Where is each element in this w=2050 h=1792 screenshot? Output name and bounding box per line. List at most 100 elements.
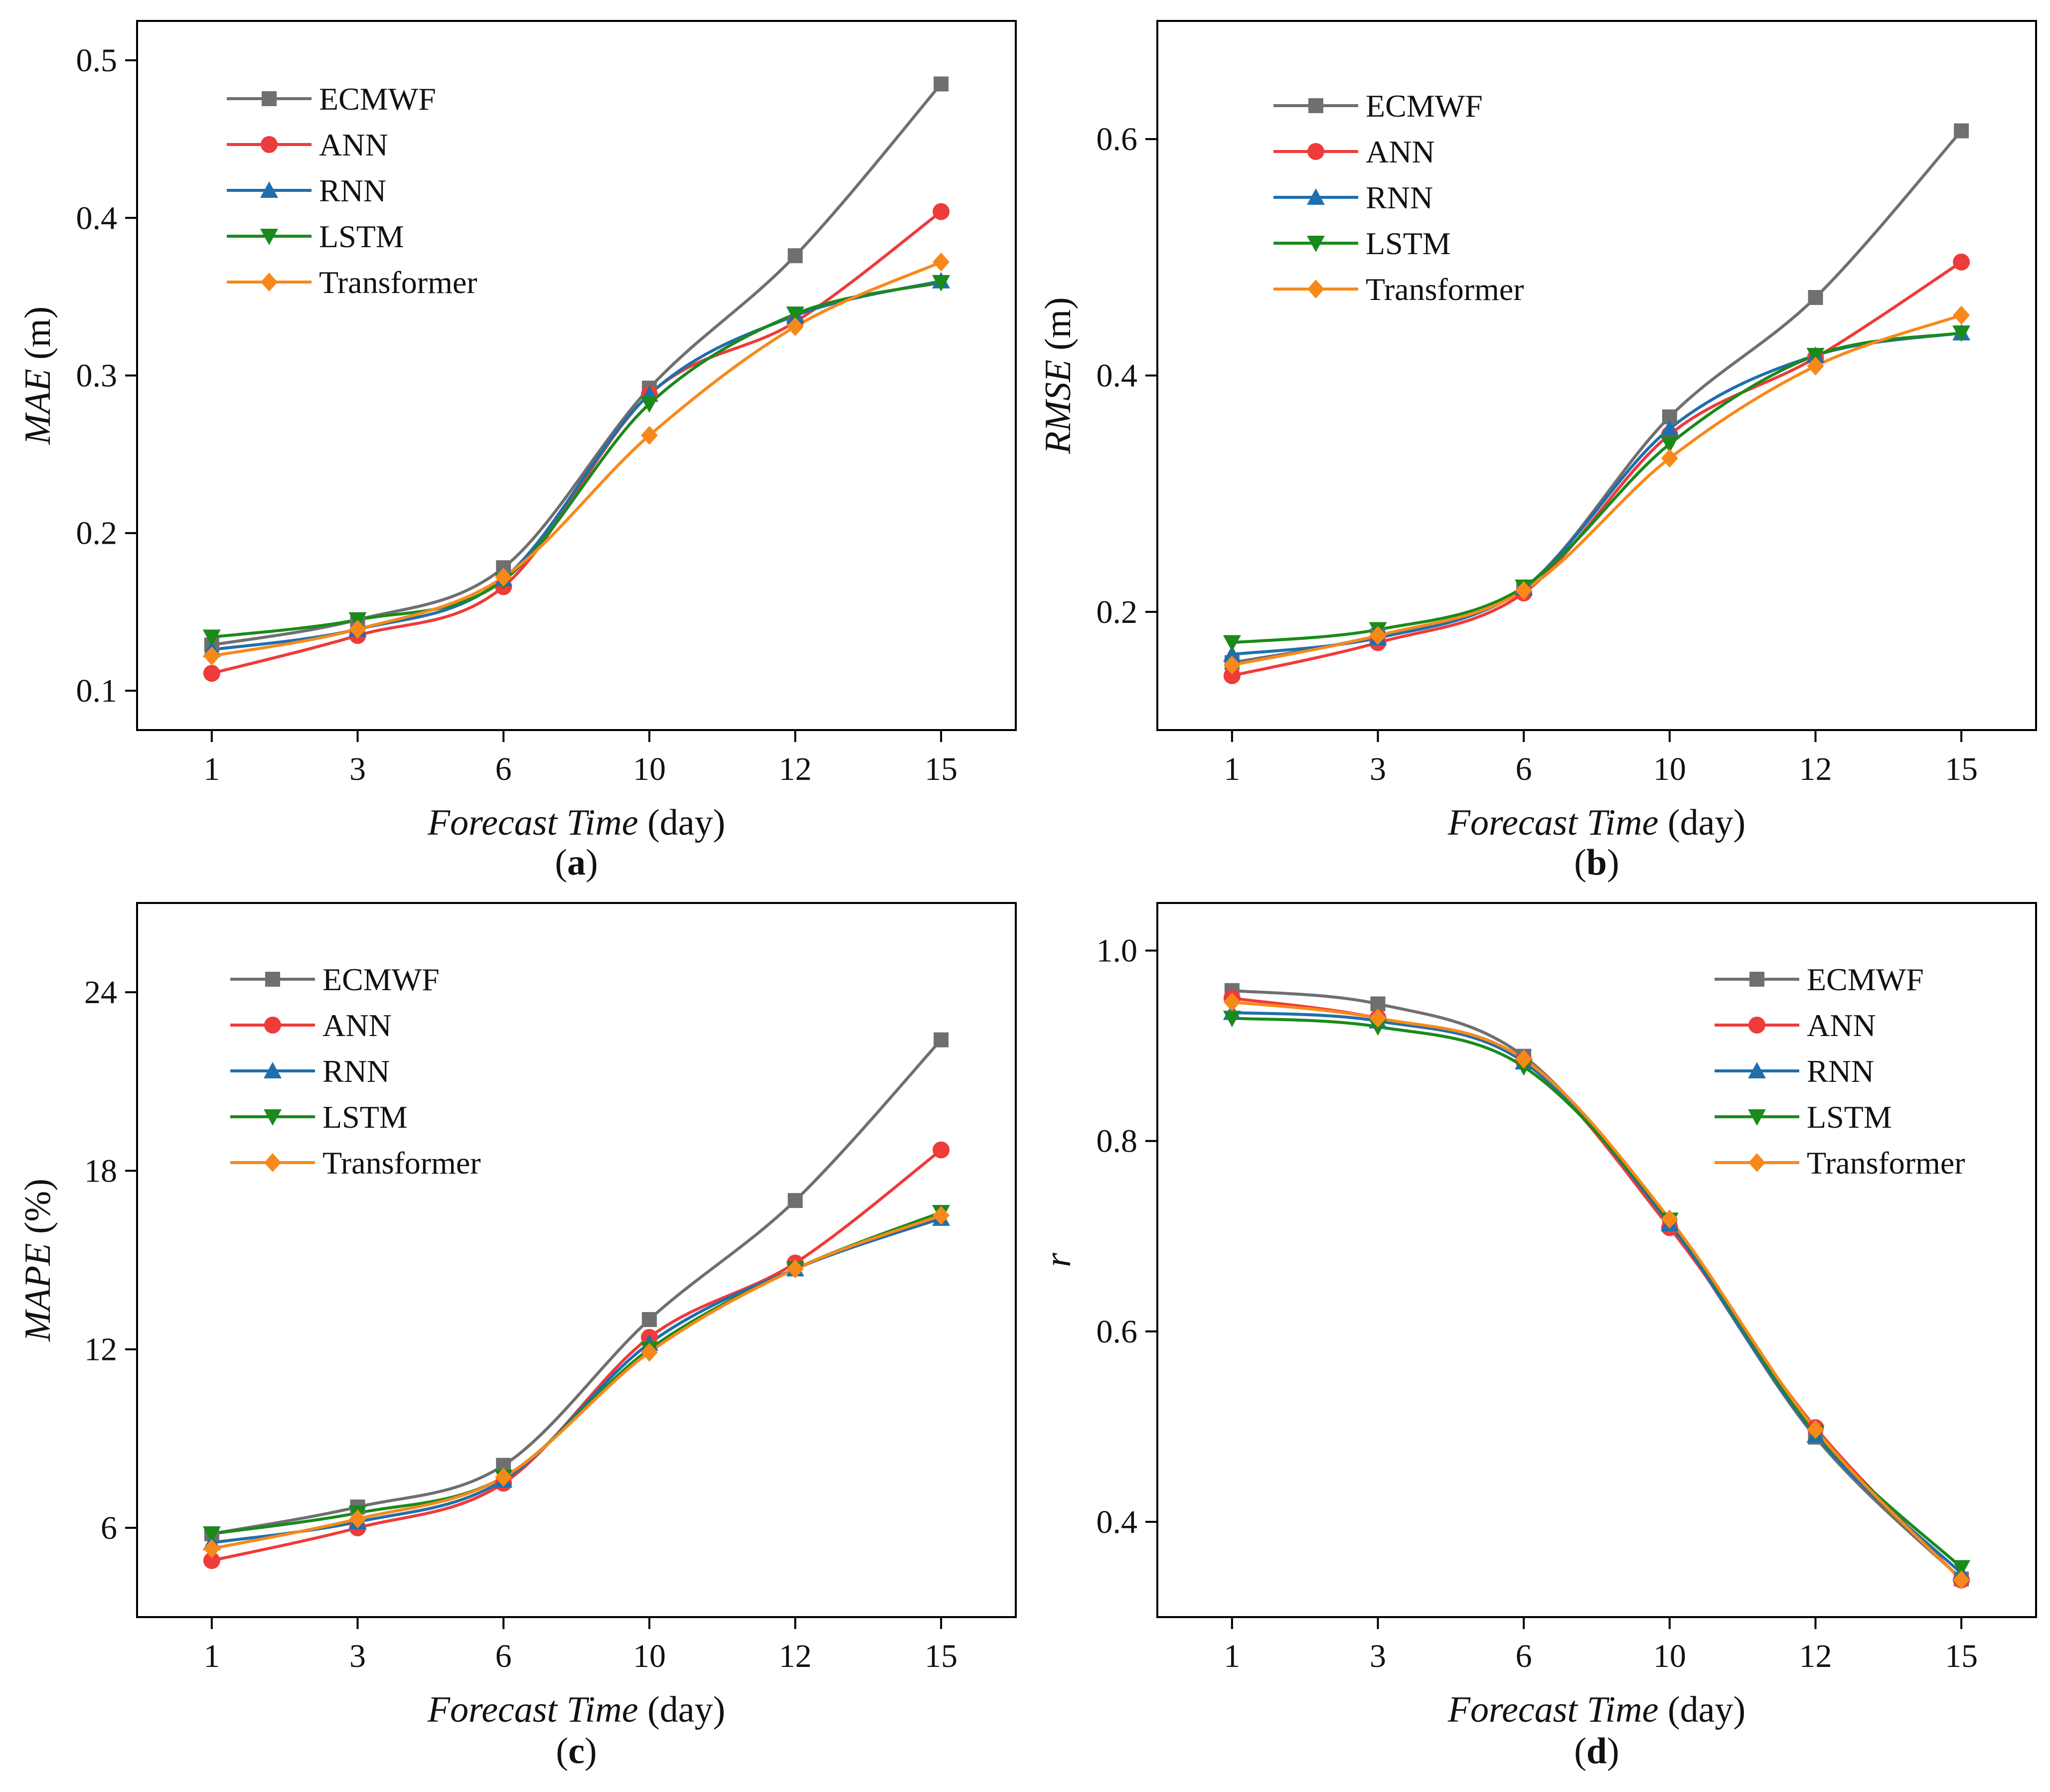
data-point-ann [933, 203, 950, 220]
legend-marker [261, 136, 278, 153]
legend-label-rnn: RNN [322, 1053, 390, 1089]
y-tick-label: 0.4 [1097, 1504, 1138, 1540]
legend-marker [1307, 143, 1324, 160]
y-tick-label: 12 [84, 1332, 117, 1368]
legend-marker [261, 273, 278, 292]
series-line-rnn [1232, 1011, 1963, 1575]
legend-marker [265, 972, 280, 987]
y-axis-title-unit: (m) [1038, 297, 1079, 359]
x-axis-title-main: Forecast Time [427, 1689, 638, 1730]
panel-label-open: ( [556, 1731, 568, 1772]
panel-label-open: ( [1574, 842, 1586, 883]
x-tick-label: 3 [349, 751, 366, 787]
legend-label-lstm: LSTM [1807, 1099, 1892, 1135]
legend: ECMWF ANN RNN LSTM Transformer [227, 81, 477, 300]
x-axis-title: Forecast Time (day) [427, 802, 725, 843]
x-axis-title: Forecast Time (day) [427, 1689, 725, 1730]
series-line-transformer [211, 1214, 942, 1550]
legend-marker [264, 1062, 282, 1078]
x-axis-title-unit: (day) [638, 1689, 726, 1730]
y-tick-label: 1.0 [1097, 933, 1138, 969]
data-point-transformer [203, 1539, 220, 1558]
y-tick-label: 24 [84, 974, 117, 1011]
data-point-ecmwf [934, 1032, 949, 1047]
data-point-transformer [1369, 626, 1387, 645]
panel-label-close: ) [1607, 842, 1619, 883]
plot-frame [136, 902, 1017, 1618]
x-axis-title-main: Forecast Time [427, 802, 638, 843]
y-tick-label: 0.4 [1097, 358, 1138, 394]
series-line-ecmwf [211, 1039, 943, 1535]
y-tick-label: 0.8 [1097, 1123, 1138, 1160]
legend-label-ecmwf: ECMWF [322, 962, 440, 997]
panel-label-letter: a [567, 842, 586, 883]
legend-label-transformer: Transformer [322, 1145, 481, 1181]
legend-label-ecmwf: ECMWF [319, 81, 436, 117]
legend-marker [264, 1153, 281, 1172]
panel-label-close: ) [1607, 1731, 1619, 1772]
data-point-transformer [1807, 356, 1824, 376]
x-tick-label: 3 [1370, 1638, 1386, 1674]
x-tick-label: 6 [1516, 1638, 1532, 1674]
y-axis-title: MAPE (%) [17, 1179, 58, 1342]
y-tick-label: 0.4 [76, 200, 118, 236]
data-point-transformer [495, 1468, 512, 1487]
legend-label-ecmwf: ECMWF [1807, 962, 1924, 997]
legend-label-transformer: Transformer [319, 265, 477, 300]
legend-marker [1308, 98, 1323, 113]
series-line-lstm [1232, 331, 1962, 644]
chart-panel-c: 1 3 6 10 12 15 6 12 18 24 Forecast Time (day) MAPE … [17, 902, 1017, 1772]
y-tick-label: 6 [101, 1510, 117, 1546]
data-point-transformer [933, 252, 950, 272]
data-point-transformer [1953, 1570, 1970, 1590]
data-point-ecmwf [641, 1312, 657, 1327]
series-line-transformer [211, 261, 942, 658]
x-axis-title-unit: (day) [1659, 1689, 1746, 1730]
data-point-lstm [202, 1526, 221, 1543]
data-point-ann [1223, 667, 1241, 684]
legend-label-lstm: LSTM [319, 219, 404, 254]
legend-label-lstm: LSTM [322, 1099, 408, 1135]
data-point-transformer [1807, 1420, 1824, 1439]
panel-label-open: ( [555, 842, 567, 883]
data-point-transformer [1223, 655, 1241, 675]
y-axis-title-unit: (m) [17, 306, 58, 369]
series-line-lstm [211, 1211, 942, 1535]
y-axis-title-main: RMSE [1038, 360, 1079, 454]
legend-label-ecmwf: ECMWF [1366, 88, 1483, 124]
panel-label-letter: b [1586, 842, 1607, 883]
plot-frame [1156, 20, 2037, 731]
series-line-rnn [1232, 331, 1962, 656]
panel-label-letter: d [1586, 1731, 1607, 1772]
data-point-transformer [495, 568, 512, 587]
data-point-ecmwf [1954, 123, 1969, 139]
y-axis-title: RMSE (m) [1038, 297, 1079, 454]
x-tick-label: 1 [203, 751, 220, 787]
data-point-ecmwf [1808, 290, 1823, 305]
data-point-transformer [1661, 1209, 1678, 1229]
legend-marker [1749, 972, 1764, 987]
data-point-transformer [1661, 448, 1678, 468]
legend-marker [1748, 1109, 1766, 1126]
x-tick-label: 10 [1653, 751, 1686, 787]
series-line-ann [1232, 261, 1962, 677]
legend-marker [260, 229, 278, 245]
chart-panel-b: 1 3 6 10 12 15 0.2 0.4 0.6 Forecast Time (day) RMS… [1038, 20, 2037, 883]
data-point-transformer [1515, 1049, 1533, 1069]
legend-marker [260, 181, 278, 198]
x-tick-label: 12 [1799, 751, 1832, 787]
y-tick-label: 0.6 [1097, 1314, 1138, 1350]
legend: ECMWF ANN RNN LSTM Transformer [1715, 962, 1965, 1181]
x-tick-label: 10 [633, 1638, 666, 1674]
data-point-transformer [787, 1259, 804, 1279]
panel-label-letter: c [568, 1731, 585, 1772]
legend-label-ann: ANN [1366, 134, 1435, 169]
data-point-lstm [202, 629, 221, 646]
x-tick-label: 1 [1224, 1638, 1240, 1674]
x-axis-title-unit: (day) [1659, 802, 1746, 843]
x-tick-label: 12 [1799, 1638, 1832, 1674]
data-point-lstm [932, 275, 950, 292]
x-axis-title-unit: (day) [638, 802, 726, 843]
legend-label-rnn: RNN [1807, 1053, 1874, 1089]
legend-marker [1307, 280, 1324, 299]
